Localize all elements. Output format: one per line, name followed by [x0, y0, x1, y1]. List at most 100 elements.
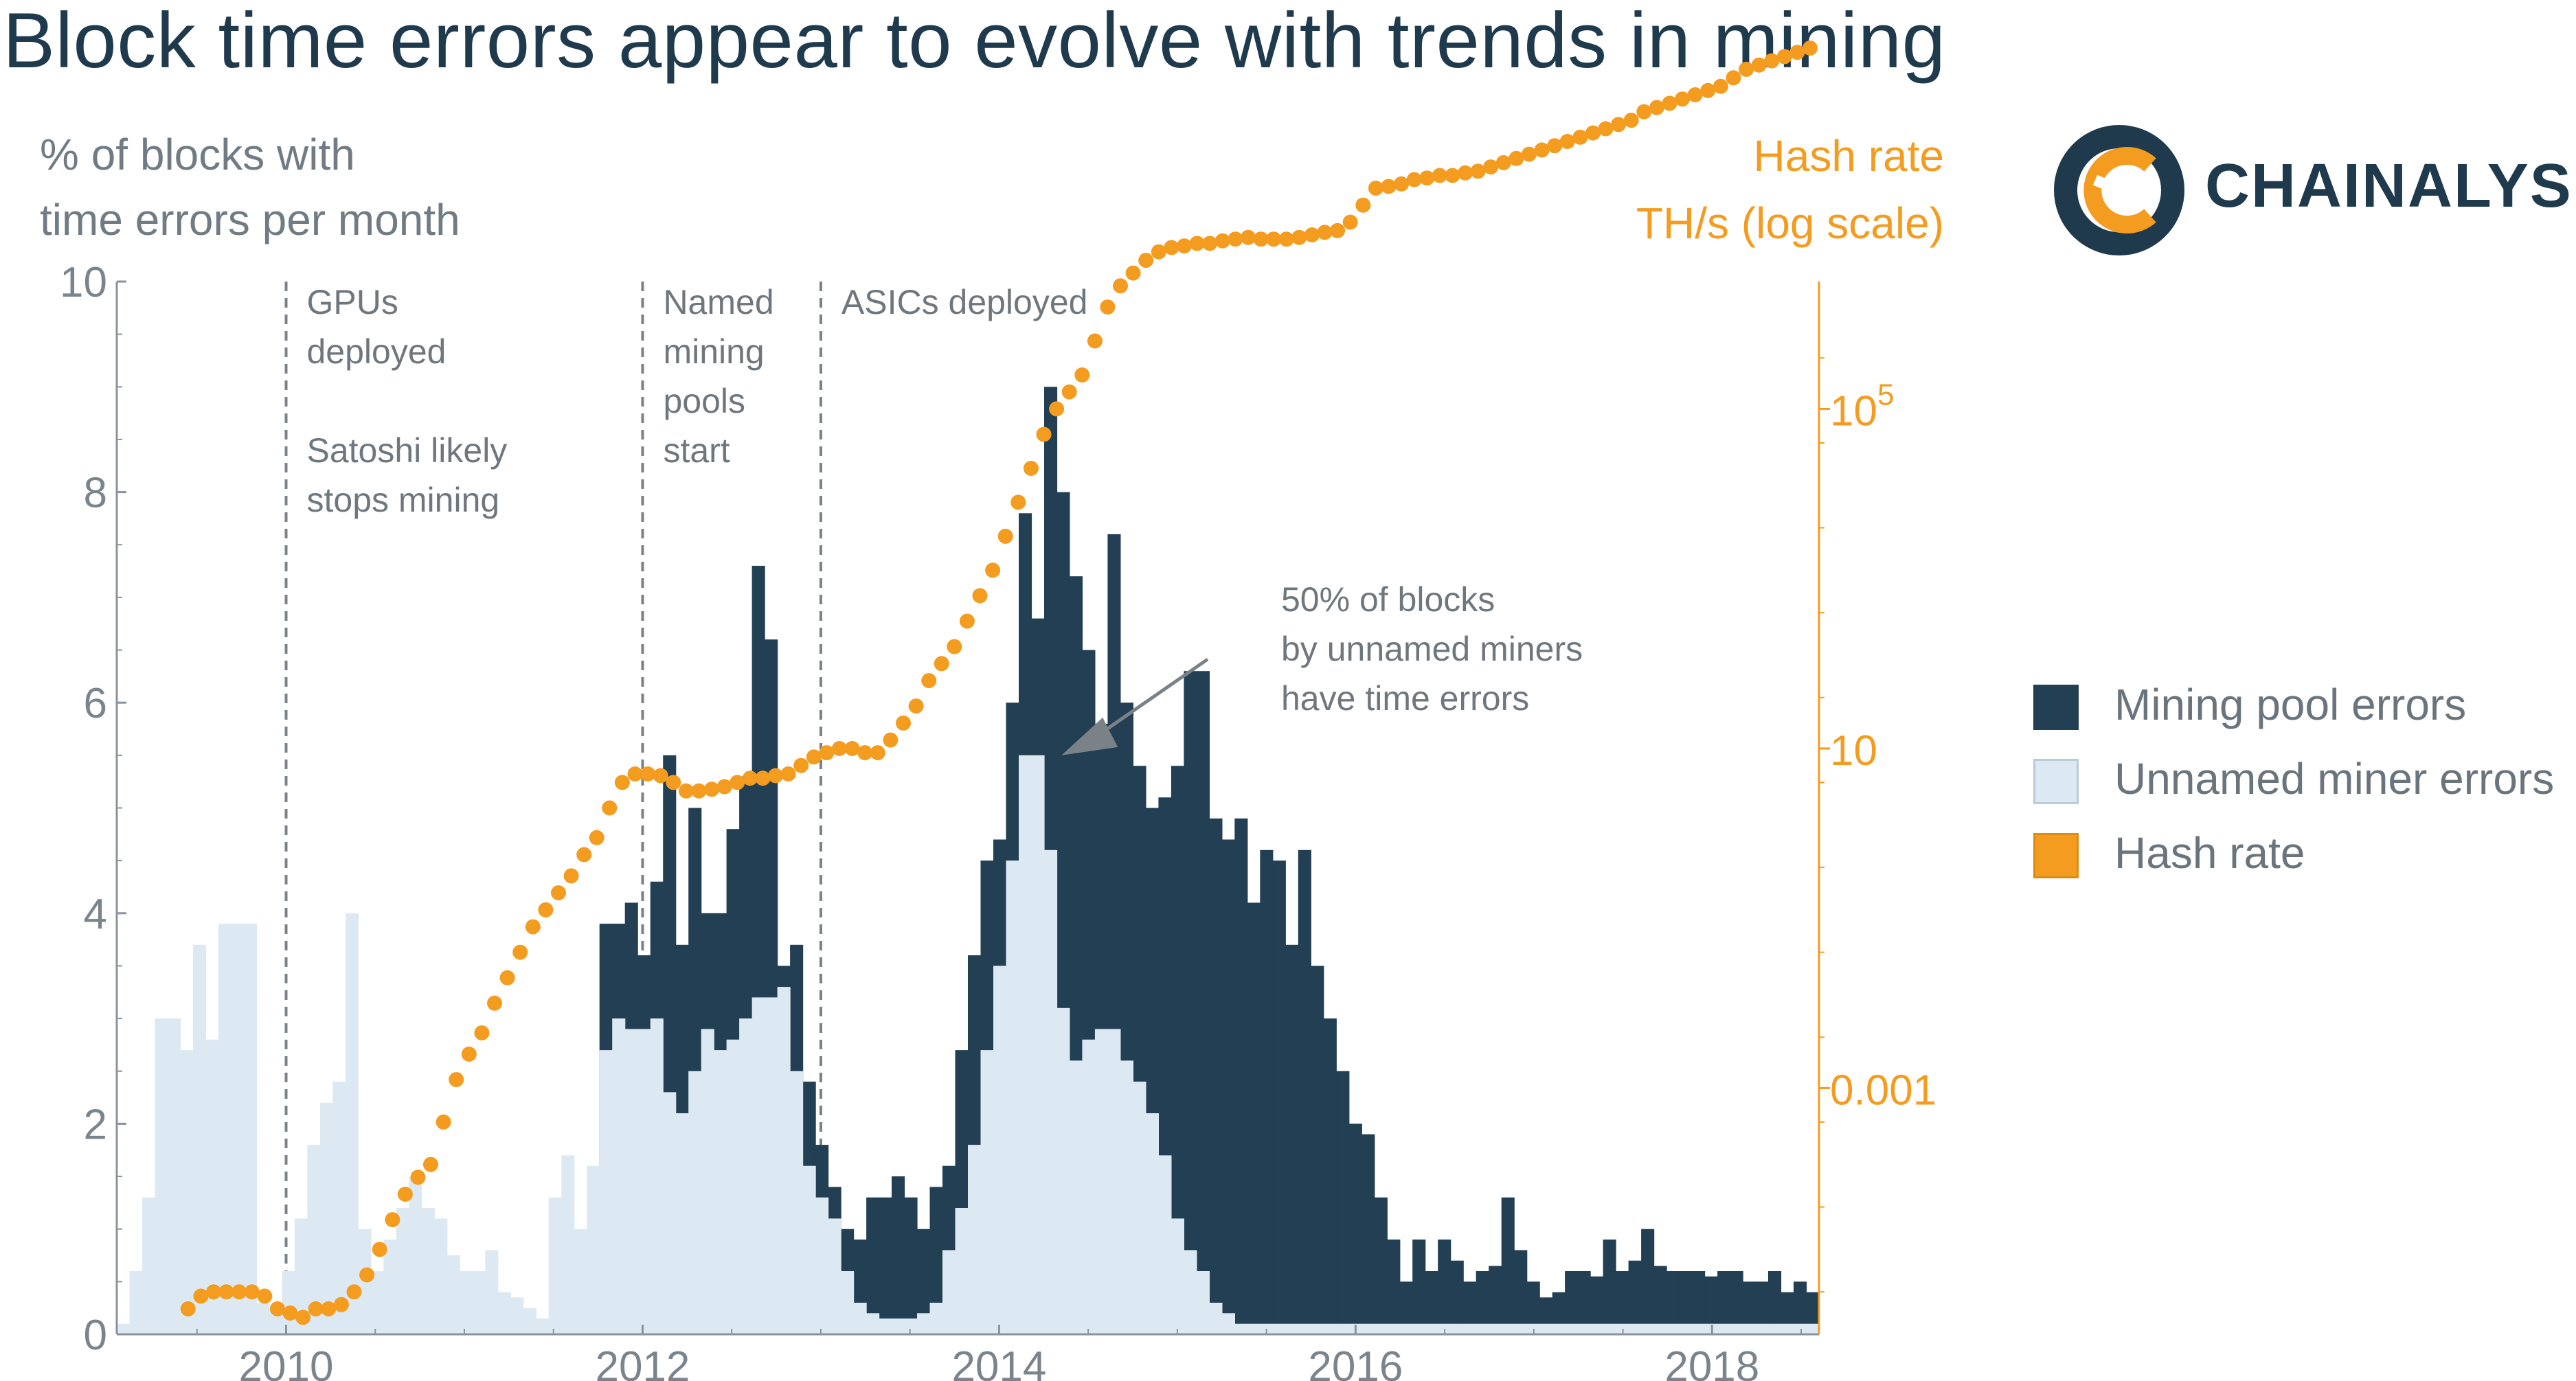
hash-rate-point — [947, 639, 962, 654]
bar-pool — [1616, 1271, 1629, 1334]
left-axis-tick-label: 2 — [84, 1101, 107, 1148]
bar-unnamed — [1247, 1323, 1261, 1334]
bar-pool — [1743, 1281, 1756, 1334]
bar-pool — [1362, 1134, 1375, 1334]
bar-unnamed — [485, 1250, 499, 1334]
bar-unnamed — [1679, 1323, 1693, 1334]
annotation-arrow-shaft — [1087, 657, 1209, 743]
bar-unnamed — [205, 1039, 219, 1334]
hash-rate-point — [589, 830, 605, 845]
hash-rate-point — [1241, 229, 1256, 245]
hash-rate-point — [755, 771, 771, 786]
hash-rate-point — [436, 1114, 451, 1130]
hash-rate-point — [1739, 61, 1754, 77]
x-axis-tick-label: 2010 — [239, 1343, 334, 1381]
bar-pool — [1628, 1260, 1642, 1334]
hash-rate-point — [512, 944, 528, 960]
hash-rate-point — [1483, 159, 1499, 175]
hash-rate-point — [282, 1305, 298, 1321]
hash-rate-point — [1036, 426, 1052, 442]
x-axis-tick-label: 2012 — [595, 1343, 690, 1381]
hash-rate-point — [742, 771, 758, 786]
brand-name: CHAINALYSIS — [2205, 152, 2576, 220]
hash-rate-point — [333, 1297, 349, 1312]
hash-rate-point — [487, 995, 502, 1011]
bar-unnamed — [624, 1029, 638, 1334]
hash-rate-point — [793, 757, 809, 773]
hash-rate-point — [1100, 299, 1116, 315]
hash-rate-point — [716, 779, 732, 795]
bar-unnamed — [904, 1319, 918, 1334]
hash-rate-point — [1458, 165, 1473, 181]
hash-rate-point — [1636, 104, 1652, 119]
hash-rate-point — [410, 1169, 426, 1185]
bar-pool — [904, 1197, 918, 1334]
bar-unnamed — [319, 1102, 333, 1334]
event-marker-label: deployed — [307, 332, 447, 371]
bar-unnamed — [968, 1145, 982, 1334]
bar-unnamed — [345, 913, 359, 1334]
bar-unnamed — [1463, 1323, 1477, 1334]
hash-rate-point — [563, 868, 579, 884]
bar-unnamed — [675, 1113, 689, 1334]
hash-rate-point — [231, 1284, 247, 1300]
bar-unnamed — [1069, 1060, 1083, 1334]
hash-rate-point — [474, 1025, 490, 1041]
bar-pool — [1768, 1271, 1782, 1334]
left-axis-tick-label: 0 — [84, 1312, 107, 1359]
hash-rate-point — [538, 902, 554, 917]
hash-rate-point — [1495, 155, 1511, 170]
hash-rate-point — [499, 970, 515, 985]
bar-pool — [929, 1187, 943, 1334]
bar-unnamed — [688, 1071, 702, 1335]
hash-rate-point — [691, 783, 707, 799]
bar-unnamed — [307, 1145, 321, 1334]
hash-rate-point — [1751, 57, 1767, 73]
bar-pool — [1501, 1197, 1515, 1334]
hash-rate-point — [602, 800, 618, 816]
bar-unnamed — [1336, 1323, 1350, 1334]
bar-unnamed — [1450, 1323, 1464, 1334]
bar-pool — [1336, 1071, 1350, 1335]
event-marker-label: ASICs deployed — [841, 283, 1088, 321]
bar-unnamed — [917, 1313, 931, 1334]
bar-pool — [1717, 1271, 1731, 1334]
hash-rate-point — [972, 588, 988, 604]
hash-rate-point — [1214, 233, 1230, 249]
legend-label: Hash rate — [2114, 828, 2305, 878]
hash-rate-point — [1611, 117, 1627, 133]
hash-rate-point — [1177, 238, 1192, 254]
bar-pool — [1526, 1281, 1540, 1334]
bar-pool — [1387, 1240, 1401, 1334]
bar-pool — [1653, 1266, 1667, 1334]
bar-unnamed — [1094, 1029, 1108, 1334]
hash-rate-point — [959, 613, 975, 629]
hash-rate-point — [908, 698, 924, 714]
hash-rate-point — [1675, 91, 1691, 107]
hash-rate-point — [1687, 87, 1703, 102]
hash-rate-point — [1151, 244, 1166, 260]
hash-rate-point — [997, 528, 1013, 544]
bar-unnamed — [1374, 1323, 1388, 1334]
hash-rate-point — [1585, 125, 1601, 141]
bar-unnamed — [752, 997, 765, 1334]
bar-unnamed — [929, 1303, 943, 1334]
hash-rate-point — [1547, 138, 1563, 154]
hash-rate-point — [525, 919, 541, 935]
hash-rate-point — [844, 741, 860, 756]
bar-pool — [879, 1197, 892, 1334]
bar-pool — [1704, 1276, 1718, 1334]
left-axis-label-line: time errors per month — [40, 195, 460, 244]
bar-unnamed — [815, 1197, 829, 1334]
legend-swatch-unnamed — [2033, 759, 2079, 804]
bar-unnamed — [497, 1292, 511, 1334]
bar-unnamed — [1628, 1323, 1642, 1334]
hash-rate-point — [1522, 146, 1537, 162]
hash-rate-point — [1266, 231, 1282, 247]
bar-unnamed — [193, 944, 207, 1334]
bar-unnamed — [180, 1050, 194, 1334]
hash-rate-point — [1317, 225, 1333, 240]
hash-rate-point — [180, 1301, 196, 1316]
bar-unnamed — [1057, 1007, 1070, 1334]
